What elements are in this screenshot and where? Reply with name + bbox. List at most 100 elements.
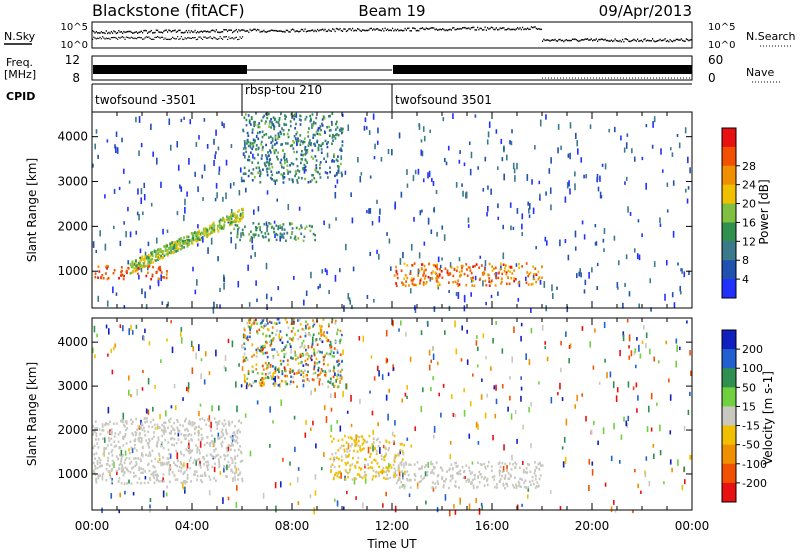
feature-cell — [123, 425, 126, 428]
scatter-cell — [184, 206, 186, 214]
feature-cell — [120, 457, 123, 461]
feature-cell — [236, 210, 239, 213]
scatter-cell — [366, 210, 368, 214]
feature-cell — [304, 177, 306, 181]
feature-cell — [247, 369, 250, 373]
scatter-cell — [224, 367, 227, 372]
feature-cell — [284, 374, 287, 378]
feature-cell — [309, 139, 311, 142]
feature-cell — [363, 470, 366, 474]
noise-sky-point — [228, 29, 230, 31]
feature-cell — [332, 369, 335, 373]
feature-cell — [290, 338, 293, 341]
feature-cell — [275, 149, 277, 152]
feature-cell — [95, 434, 98, 438]
feature-cell — [491, 475, 494, 479]
noise-sky-point — [470, 27, 472, 29]
noise-search-point — [219, 36, 221, 38]
feature-cell — [190, 242, 193, 245]
feature-cell — [313, 353, 316, 357]
feature-cell — [242, 172, 245, 176]
noise-sky-point — [652, 38, 654, 40]
power-colorbar-label: Power [dB] — [757, 179, 771, 244]
feature-cell — [314, 234, 317, 237]
feature-cell — [176, 242, 179, 246]
feature-cell — [248, 159, 251, 162]
feature-cell — [155, 444, 158, 448]
noise-sky-point — [283, 30, 285, 33]
feature-cell — [186, 235, 188, 238]
noise-sky-point — [467, 27, 469, 30]
power-ylabel: Slant Range [km] — [25, 158, 39, 262]
scatter-cell — [497, 216, 500, 221]
scatter-cell — [663, 481, 665, 485]
noise-search-point — [209, 36, 211, 38]
feature-cell — [186, 476, 189, 480]
scatter-cell — [218, 405, 220, 411]
feature-cell — [203, 457, 206, 461]
noise-search-point — [185, 38, 187, 40]
feature-cell — [159, 265, 161, 269]
feature-cell — [283, 176, 286, 179]
scatter-cell — [575, 273, 578, 279]
scatter-cell — [689, 455, 692, 460]
feature-cell — [323, 356, 326, 359]
colorbar-swatch — [722, 222, 736, 242]
scatter-cell — [482, 333, 485, 339]
scatter-cell — [179, 184, 181, 189]
freq-block — [393, 65, 692, 74]
scatter-cell — [522, 424, 524, 430]
scatter-cell — [660, 148, 662, 155]
scatter-cell — [452, 113, 454, 119]
noise-sky-point — [677, 38, 679, 41]
feature-cell — [355, 443, 357, 447]
scatter-cell — [549, 187, 552, 194]
feature-cell — [260, 382, 262, 385]
feature-cell — [331, 136, 334, 139]
scatter-cell — [430, 386, 432, 392]
feature-cell — [311, 343, 314, 347]
noise-sky-point — [562, 39, 564, 42]
feature-cell — [270, 321, 273, 324]
feature-cell — [153, 423, 156, 427]
scatter-cell — [576, 139, 579, 147]
noise-sky-point — [670, 40, 672, 42]
scatter-cell — [182, 397, 184, 401]
feature-cell — [271, 173, 274, 177]
feature-cell — [325, 160, 327, 164]
noise-search-point — [145, 36, 147, 38]
feature-cell — [160, 254, 162, 258]
feature-cell — [513, 277, 516, 280]
noise-search-point — [224, 36, 226, 38]
noise-sky-point — [539, 28, 541, 31]
noise-sky-point — [235, 28, 237, 31]
scatter-cell — [610, 506, 613, 513]
feature-cell — [164, 421, 167, 424]
feature-cell — [514, 476, 516, 480]
feature-cell — [184, 433, 187, 437]
noise-sky-point — [147, 32, 149, 34]
scatter-cell — [149, 497, 152, 503]
feature-cell — [482, 273, 485, 277]
scatter-cell — [437, 256, 440, 263]
scatter-cell — [603, 248, 605, 253]
noise-sky-point — [200, 30, 202, 33]
feature-cell — [220, 224, 223, 228]
feature-cell — [421, 466, 423, 470]
feature-cell — [226, 454, 229, 457]
noise-sky-point — [220, 31, 222, 33]
feature-cell — [181, 246, 183, 250]
noise-sky-point — [140, 30, 142, 33]
feature-cell — [506, 484, 509, 488]
feature-cell — [119, 446, 122, 449]
feature-cell — [259, 378, 262, 382]
scatter-cell — [359, 445, 361, 451]
noise-sky-point — [475, 29, 477, 31]
colorbar-tick-label: 50 — [742, 381, 756, 394]
scatter-cell — [585, 174, 587, 179]
feature-cell — [166, 250, 169, 254]
feature-cell — [369, 452, 372, 456]
scatter-cell — [225, 159, 228, 166]
noise-sky-point — [139, 31, 141, 33]
feature-cell — [483, 462, 486, 466]
